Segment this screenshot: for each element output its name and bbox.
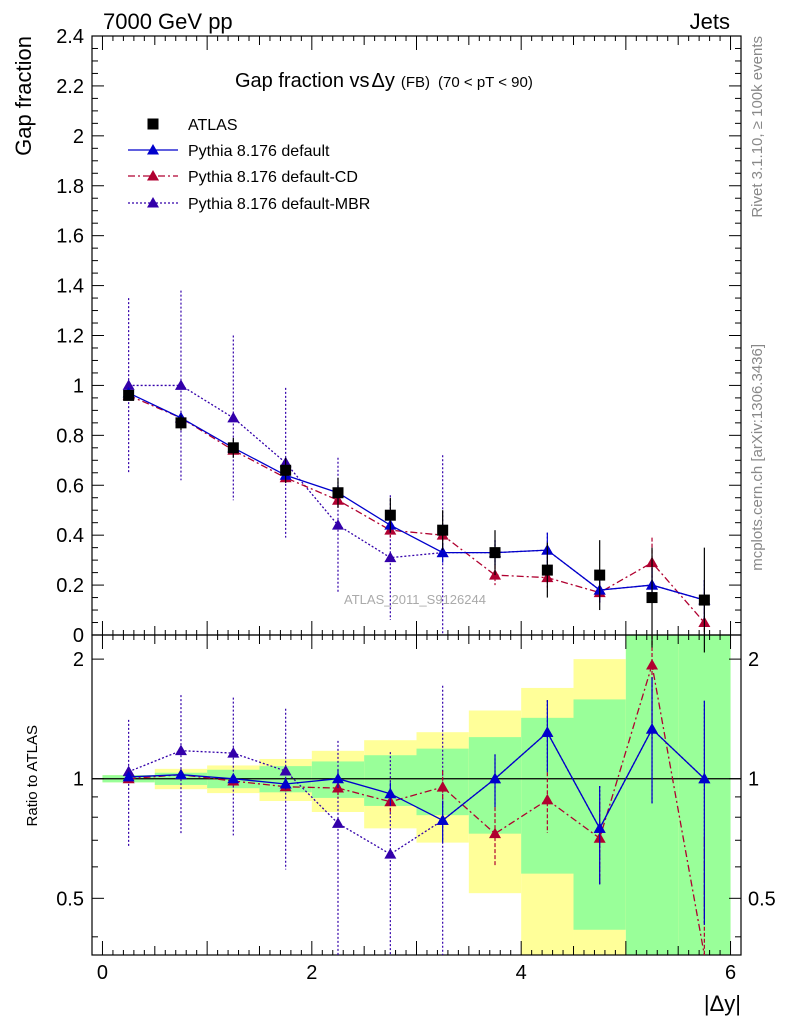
legend-label: Pythia 8.176 default	[188, 143, 330, 160]
ratio-series-line	[128, 728, 705, 830]
ratio-point	[331, 772, 344, 784]
data-point	[594, 569, 606, 581]
ratio-point	[384, 787, 397, 799]
ratio-tick-label-right: 0.5	[748, 888, 776, 910]
y-tick-label: 0.6	[56, 475, 84, 497]
chart-title: Gap fraction vs Δy (FB) (70 < pT < 90)	[235, 70, 533, 92]
header-left: 7000 GeV pp	[103, 9, 233, 34]
y-tick-label: 2.4	[56, 26, 84, 48]
ratio-tick-label-left: 1	[73, 769, 84, 791]
ratio-point	[227, 747, 240, 758]
ratio-point	[122, 765, 135, 777]
ratio-point	[227, 772, 240, 784]
y-tick-label: 1.8	[56, 176, 84, 198]
ratio-point	[384, 848, 397, 859]
ratio-point	[646, 658, 659, 670]
header-right: Jets	[690, 9, 730, 34]
ratio-axis-label: Ratio to ATLAS	[24, 725, 41, 826]
ratio-point	[489, 772, 502, 784]
uncertainty-bands	[102, 635, 731, 955]
ratio-tick-label-left: 0.5	[56, 888, 84, 910]
title-cut: (70 < pT < 90)	[438, 74, 533, 91]
y-tick-label: 1.6	[56, 226, 84, 248]
legend-marker	[147, 144, 159, 155]
data-point	[489, 547, 501, 559]
data-point	[437, 524, 449, 536]
title-tag: (FB)	[401, 74, 430, 91]
data-point	[646, 592, 658, 604]
legend-marker-atlas	[147, 118, 159, 130]
series-line	[128, 394, 705, 623]
rivet-version-label: Rivet 3.1.10, ≥ 100k events	[749, 36, 766, 218]
title-symbol: Δy	[372, 70, 395, 92]
data-point	[332, 487, 344, 499]
legend-marker	[147, 170, 159, 181]
series-point	[436, 546, 449, 558]
ratio-point	[593, 822, 606, 833]
x-tick-label: 6	[725, 962, 736, 984]
x-tick-label: 4	[516, 962, 527, 984]
y-tick-label: 1.4	[56, 276, 84, 298]
ratio-tick-label-right: 1	[748, 769, 759, 791]
ratio-series-line	[128, 664, 706, 956]
ratio-tick-label-right: 2	[748, 649, 759, 671]
ratio-point	[436, 781, 449, 792]
ratio-point	[279, 778, 292, 789]
ratio-point	[436, 814, 449, 825]
ratio-point	[541, 726, 554, 737]
series-point	[174, 379, 187, 390]
y-tick-label: 0.8	[56, 425, 84, 447]
data-point	[541, 564, 553, 576]
ratio-point	[646, 723, 659, 734]
series-layer	[122, 290, 711, 956]
legend-marker	[147, 197, 159, 208]
y-tick-label: 2	[73, 126, 84, 148]
series-pythia-8-176-default	[122, 386, 711, 925]
series-line	[128, 384, 705, 601]
y-axis-label: Gap fraction	[11, 36, 36, 156]
legend: ATLAS Pythia 8.176 default Pythia 8.176 de…	[128, 117, 370, 213]
series-point	[122, 379, 135, 390]
y-tick-label: 0.2	[56, 575, 84, 597]
ratio-point	[122, 770, 135, 782]
y-tick-label: 1.2	[56, 326, 84, 348]
x-tick-label: 2	[306, 962, 317, 984]
analysis-watermark: ATLAS_2011_S9126244	[344, 592, 486, 607]
y-tick-label: 0.4	[56, 525, 84, 547]
x-tick-label: 0	[97, 962, 108, 984]
data-point	[280, 464, 292, 476]
ratio-point	[174, 744, 187, 756]
y-tick-label: 0	[73, 625, 84, 647]
mcplots-label: mcplots.cern.ch [arXiv:1306.3436]	[749, 344, 766, 571]
series-point	[227, 411, 240, 423]
title-main: Gap fraction vs	[235, 70, 370, 92]
data-point	[227, 442, 239, 454]
data-point	[384, 509, 396, 521]
series-line	[128, 392, 705, 601]
y-tick-label: 2.2	[56, 76, 84, 98]
main-plot-frame: 0 0.2 0.4 0.6 0.8 1 1.2 1.4 1.6 1.8 2 2.2 2.4	[56, 26, 742, 647]
legend-label-atlas: ATLAS	[188, 117, 238, 134]
legend-label: Pythia 8.176 default-MBR	[188, 196, 370, 213]
series-point	[331, 519, 344, 530]
ratio-point	[489, 827, 502, 839]
series-point	[384, 551, 397, 563]
data-point	[698, 594, 710, 606]
ratio-point	[331, 817, 344, 828]
legend-label: Pythia 8.176 default-CD	[188, 169, 358, 186]
ratio-point	[279, 765, 292, 776]
ratio-tick-label-left: 2	[73, 649, 84, 671]
ratio-point	[698, 772, 711, 784]
ratio-plot-frame: 0 2 4 6 0.5 0.5 1 1 2 2	[56, 634, 776, 984]
data-point	[175, 417, 187, 429]
series-atlas	[123, 389, 710, 653]
data-point	[123, 389, 135, 401]
ratio-point	[174, 768, 187, 780]
ratio-point	[541, 793, 554, 805]
x-axis-label: |Δy|	[704, 991, 741, 1016]
y-tick-label: 1	[73, 375, 84, 397]
